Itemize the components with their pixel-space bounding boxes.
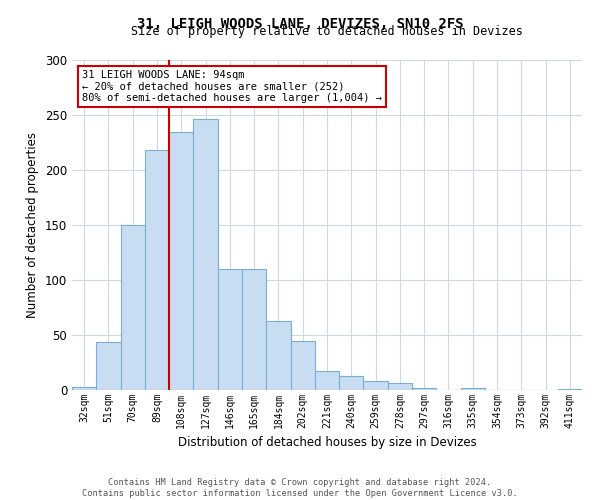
Bar xyxy=(121,225,145,390)
Bar xyxy=(266,320,290,390)
Text: Contains HM Land Registry data © Crown copyright and database right 2024.
Contai: Contains HM Land Registry data © Crown c… xyxy=(82,478,518,498)
Bar xyxy=(242,269,266,390)
Text: 31, LEIGH WOODS LANE, DEVIZES, SN10 2FS: 31, LEIGH WOODS LANE, DEVIZES, SN10 2FS xyxy=(137,18,463,32)
Bar xyxy=(388,384,412,390)
Bar xyxy=(461,388,485,390)
Bar xyxy=(315,372,339,390)
Bar xyxy=(412,388,436,390)
X-axis label: Distribution of detached houses by size in Devizes: Distribution of detached houses by size … xyxy=(178,436,476,450)
Bar xyxy=(145,150,169,390)
Y-axis label: Number of detached properties: Number of detached properties xyxy=(26,132,40,318)
Bar xyxy=(218,269,242,390)
Bar xyxy=(339,376,364,390)
Text: 31 LEIGH WOODS LANE: 94sqm
← 20% of detached houses are smaller (252)
80% of sem: 31 LEIGH WOODS LANE: 94sqm ← 20% of deta… xyxy=(82,70,382,103)
Bar xyxy=(364,381,388,390)
Bar xyxy=(169,132,193,390)
Title: Size of property relative to detached houses in Devizes: Size of property relative to detached ho… xyxy=(131,25,523,38)
Bar xyxy=(72,386,96,390)
Bar xyxy=(290,340,315,390)
Bar xyxy=(96,342,121,390)
Bar xyxy=(558,389,582,390)
Bar xyxy=(193,120,218,390)
